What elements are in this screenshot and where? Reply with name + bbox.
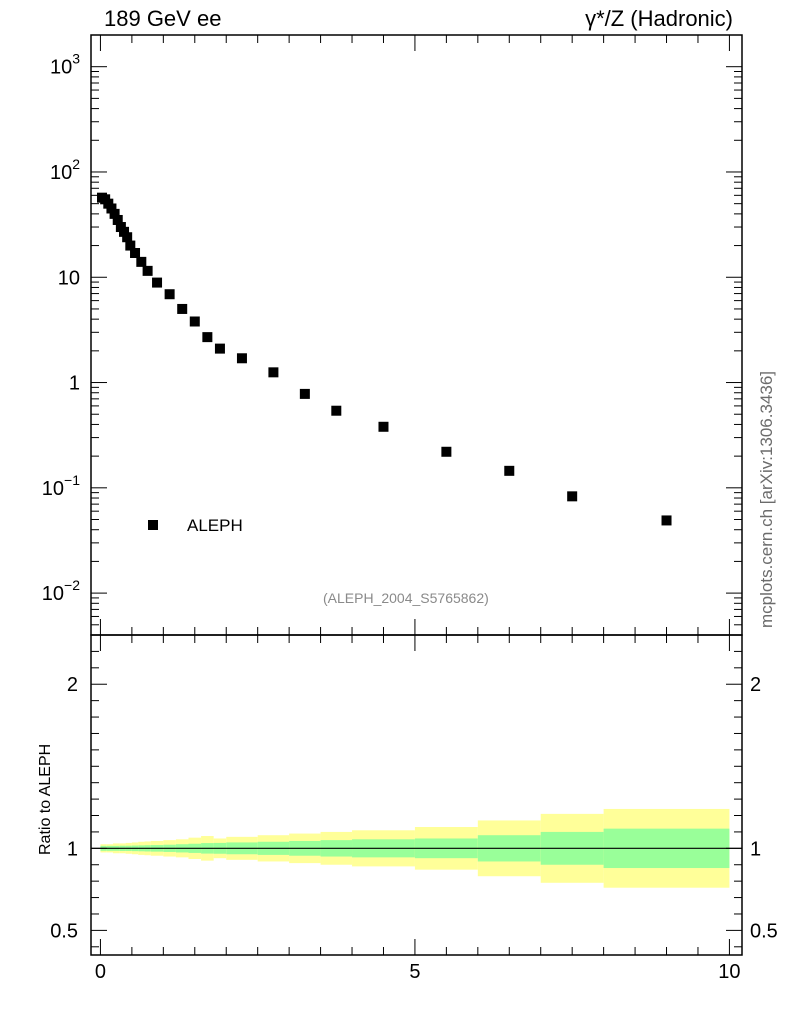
data-point [122,232,133,243]
data-point [567,491,578,502]
data-point [189,316,200,327]
data-point [142,265,153,276]
y-tick-label: 102 [50,156,80,184]
data-point [106,203,117,214]
plot-title-right: γ*/Z (Hadronic) [585,6,733,31]
data-point [130,247,141,258]
legend-label: ALEPH [187,516,243,535]
data-point [331,405,342,416]
ratio-bands [91,808,742,888]
ratio-tick-label-right: 1 [750,838,761,860]
y-tick-label: 103 [50,51,80,79]
data-point [214,343,225,354]
data-point [125,240,136,251]
axis-ticks [91,34,742,955]
data-point [177,303,188,314]
y-tick-label: 1 [69,373,80,395]
plot-frames [90,34,743,956]
y-tick-label: 10 [58,267,80,289]
data-point [268,367,279,378]
ratio-plot-frame [90,634,743,956]
x-tick-label: 10 [718,961,740,983]
analysis-tag: (ALEPH_2004_S5765862) [323,590,489,606]
ratio-tick-label-left: 2 [67,674,78,696]
ratio-tick-label-left: 1 [67,838,78,860]
data-point [504,465,515,476]
y-tick-label: 10−2 [42,577,80,605]
data-point [164,289,175,300]
x-tick-label: 5 [409,961,420,983]
watermark: mcplots.cern.ch [arXiv:1306.3436] [757,370,776,628]
data-point [441,446,452,457]
ratio-tick-label-left: 0.5 [50,920,78,942]
data-point [152,277,163,288]
data-point [136,256,147,267]
y-tick-label: 10−1 [42,472,80,500]
data-point [112,214,123,225]
data-point [378,421,389,432]
legend-marker [148,520,158,530]
plot-title-left: 189 GeV ee [104,6,222,31]
data-point [661,515,672,526]
data-point [119,226,130,237]
x-tick-label: 0 [95,961,106,983]
ratio-ylabel: Ratio to ALEPH [37,743,54,855]
data-markers [97,192,672,526]
data-point [109,208,120,219]
data-point [202,332,213,343]
ratio-tick-label-right: 2 [750,674,761,696]
main-plot-frame [90,34,743,636]
ratio-tick-label-right: 0.5 [750,920,778,942]
data-point [299,388,310,399]
data-point [236,353,247,364]
